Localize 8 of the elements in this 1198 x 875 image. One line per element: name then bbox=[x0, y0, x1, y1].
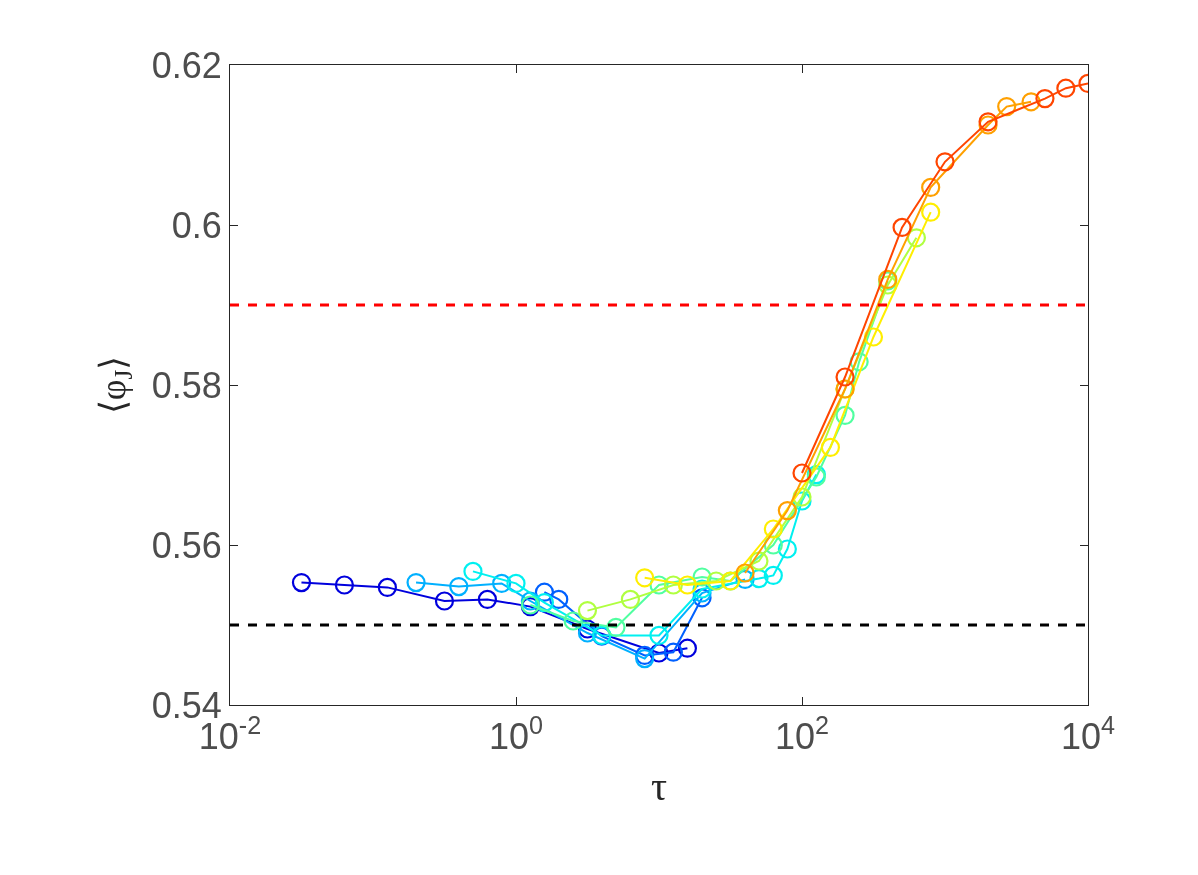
y-tick-label: 0.62 bbox=[151, 44, 222, 86]
y-tick-label: 0.58 bbox=[151, 364, 222, 406]
x-tick-label: 10$^{2}$ bbox=[774, 711, 830, 758]
x-tick-label: 10$^{0}$ bbox=[488, 711, 544, 758]
y-tick-label: 0.56 bbox=[151, 524, 222, 566]
y-tick-label: 0.6 bbox=[171, 204, 222, 246]
x-tick-label: 10$^{4}$ bbox=[1060, 711, 1116, 758]
x-axis-title: τ bbox=[650, 763, 668, 809]
